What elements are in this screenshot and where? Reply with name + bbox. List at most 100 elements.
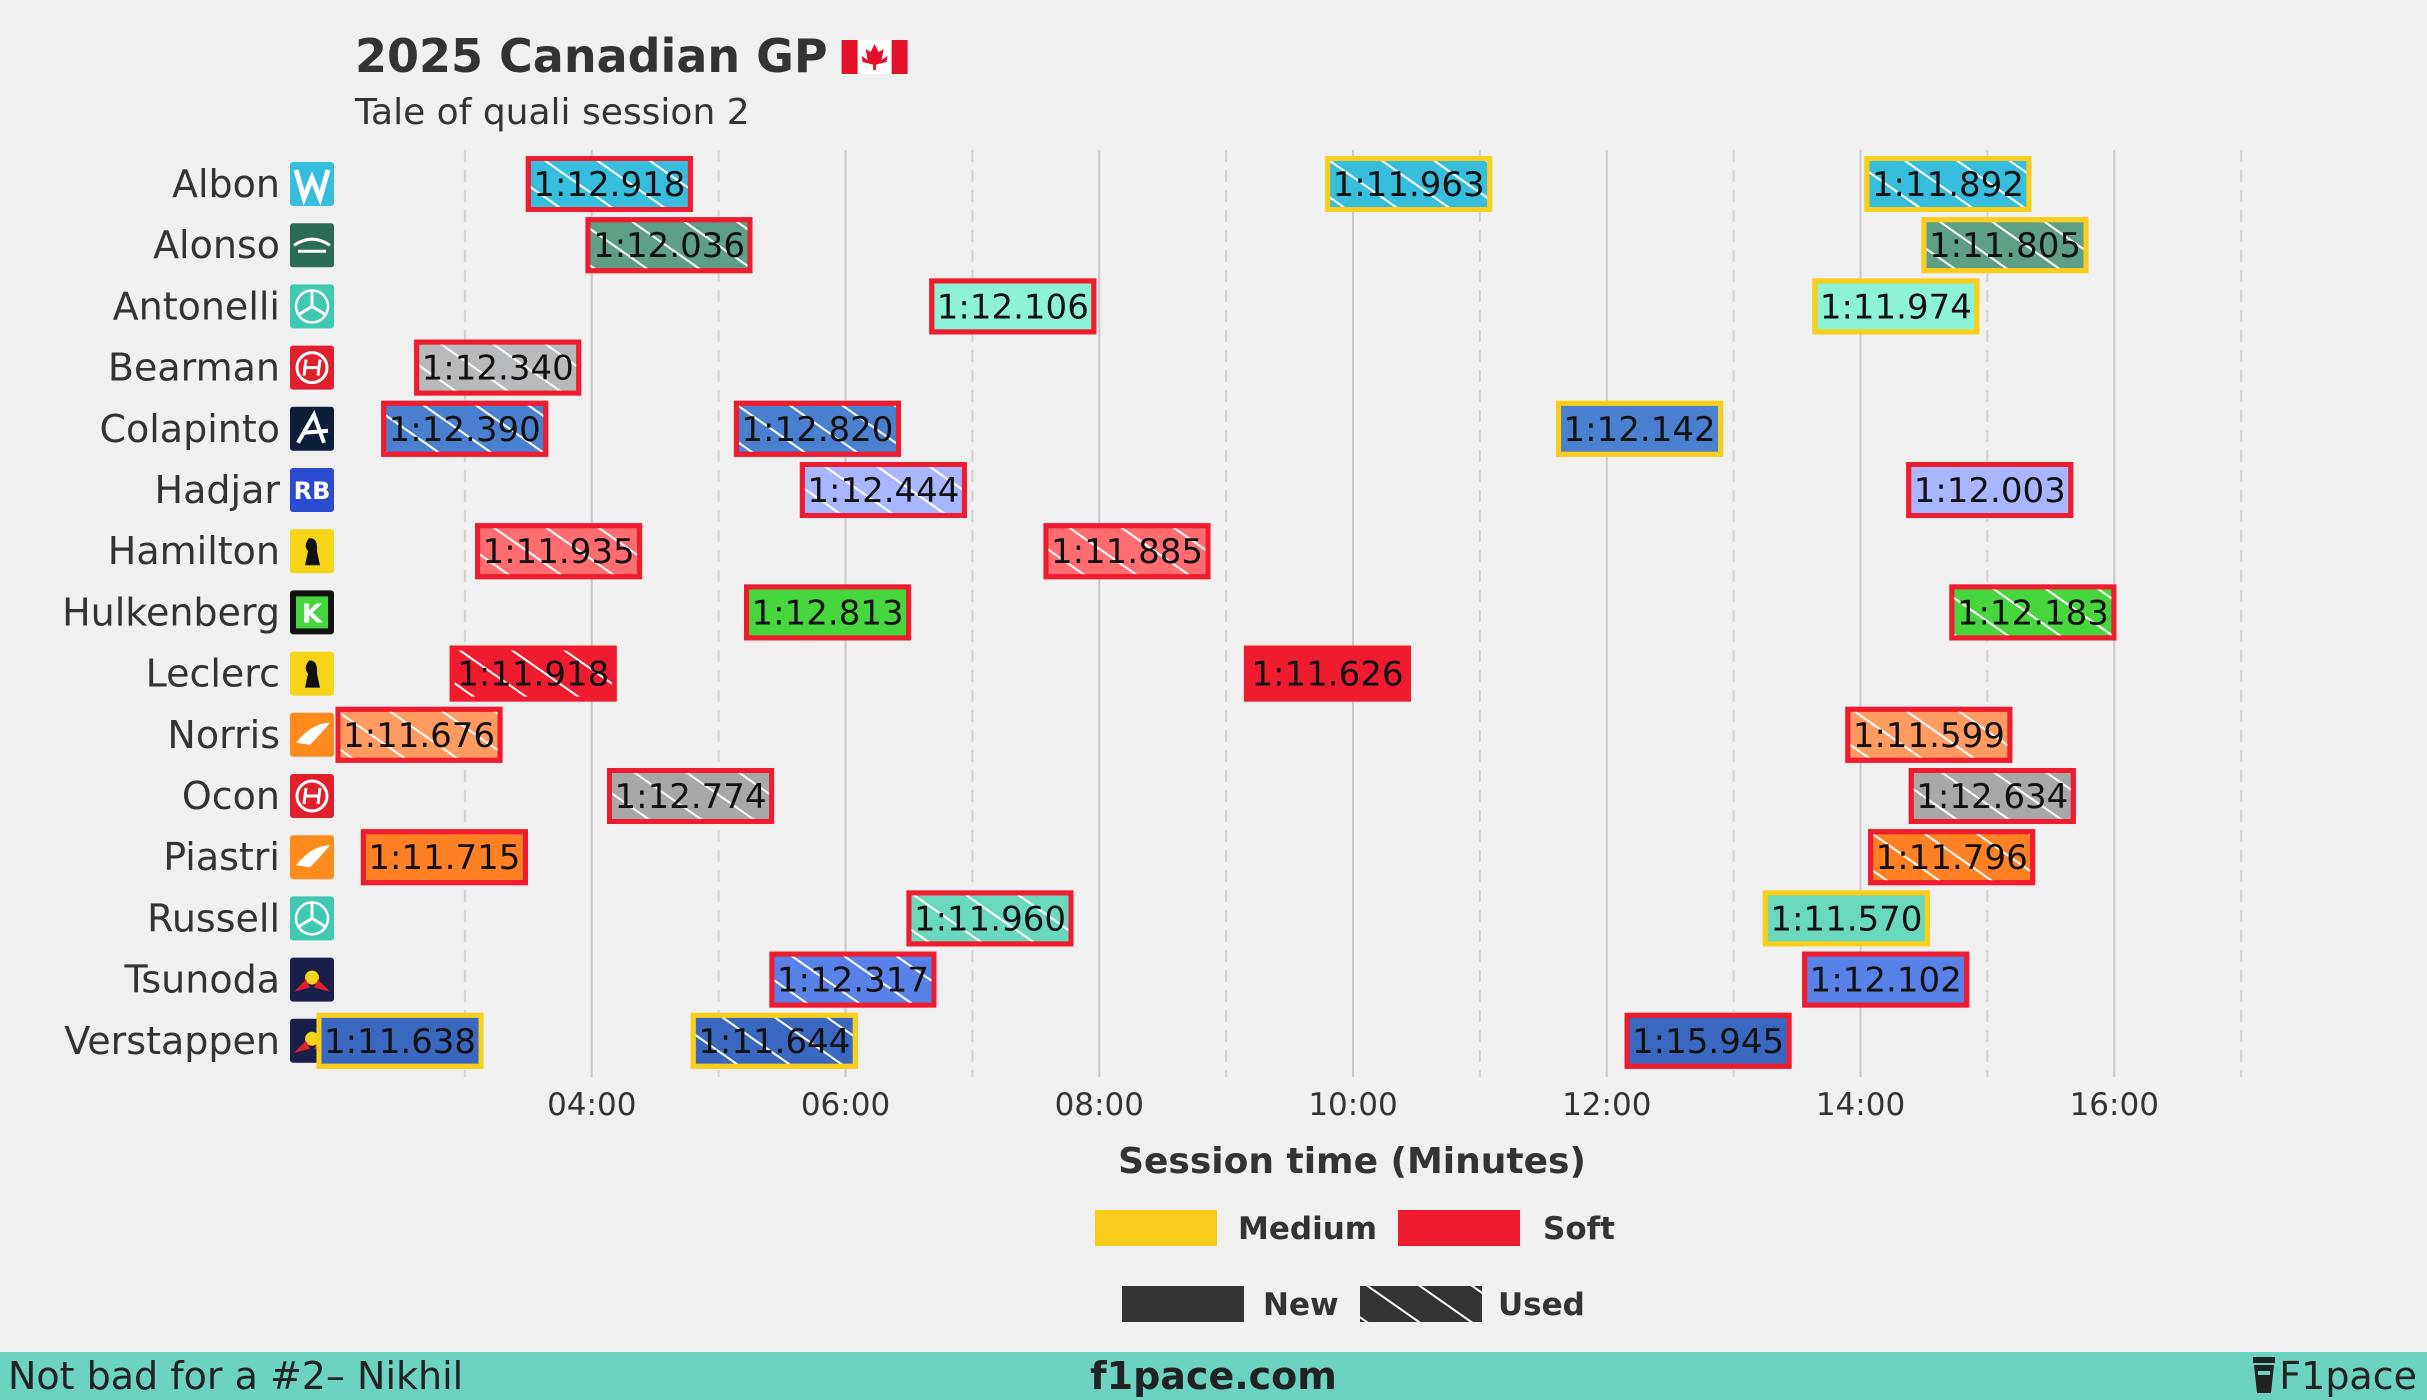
lap-bar: 1:11.626 [1243, 645, 1411, 702]
lap-bar: 1:12.317 [769, 951, 937, 1008]
compound-border [1845, 706, 2013, 763]
used-tyre-hatch [1911, 770, 2074, 822]
driver-name: Ocon [182, 774, 280, 818]
footer-site-link[interactable]: f1pace.com [1090, 1354, 1337, 1398]
lap-time-label: 1:12.820 [741, 410, 893, 450]
driver-row: Colapinto 1:12.390 1:12.820 1:12.142 [99, 400, 1724, 457]
lap-bar: 1:12.774 [607, 768, 775, 824]
racing-bulls-logo-icon: RB [290, 468, 334, 512]
x-tick-label: 14:00 [1816, 1087, 1905, 1123]
legend-swatch [1122, 1286, 1244, 1322]
lap-bar: 1:11.644 [690, 1012, 858, 1069]
lap-time-label: 1:11.974 [1820, 287, 1972, 327]
x-tick-label: 04:00 [547, 1087, 636, 1123]
lap-bar: 1:12.142 [1556, 400, 1724, 457]
used-tyre-hatch [383, 403, 546, 455]
legend-item-medium: Medium [1095, 1210, 1377, 1247]
used-tyre-hatch [1327, 158, 1490, 210]
lap-time-label: 1:11.892 [1872, 165, 2024, 205]
footer-right-text: F1pace [2279, 1354, 2417, 1398]
legend-item-new: New [1122, 1286, 1339, 1323]
lap-bar: 1:11.676 [335, 706, 503, 763]
cup-icon [2253, 1357, 2276, 1393]
lap-time-label: 1:12.340 [422, 349, 574, 389]
compound-border [733, 400, 901, 457]
used-tyre-hatch [477, 525, 640, 577]
lap-bar: 1:12.390 [381, 400, 549, 457]
alpine-logo-icon [290, 406, 334, 451]
svg-text:RB: RB [294, 477, 331, 505]
lap-bar: 1:12.634 [1908, 768, 2076, 824]
driver-row: Tsunoda 1:12.317 1:12.102 [123, 951, 1970, 1008]
x-tick-label: 16:00 [2070, 1087, 2159, 1123]
x-axis-ticks: 04:00 06:00 08:00 10:00 12:00 14:00 16:00 [547, 1087, 2159, 1123]
x-tick-label: 08:00 [1055, 1087, 1144, 1123]
compound-border [1556, 400, 1724, 457]
lap-time-label: 1:12.918 [533, 165, 685, 205]
compound-border [316, 1012, 484, 1069]
used-tyre-hatch [416, 342, 579, 394]
used-tyre-hatch [771, 954, 934, 1006]
lap-bar: 1:12.183 [1949, 584, 2117, 641]
used-tyre-hatch [693, 1015, 856, 1067]
lap-time-label: 1:11.805 [1929, 226, 2081, 266]
driver-name: Hamilton [108, 529, 280, 573]
compound-border [690, 1012, 858, 1069]
legend-label: Medium [1238, 1211, 1377, 1247]
used-tyre-hatch [338, 709, 501, 761]
lap-time-label: 1:12.106 [937, 287, 1089, 327]
driver-name: Antonelli [113, 284, 280, 328]
compound-border [525, 156, 693, 212]
lap-time-label: 1:11.935 [483, 532, 635, 572]
ferrari-logo-icon [290, 529, 334, 574]
driver-row: Albon 1:12.918 1:11.963 1:11.892 [172, 156, 2032, 212]
chart-title: 2025 Canadian GP [355, 29, 828, 83]
lap-bar: 1:11.599 [1845, 706, 2013, 763]
mclaren-logo-icon [290, 835, 334, 880]
driver-row: Norris 1:11.676 1:11.599 [167, 706, 2013, 763]
lap-bar: 1:12.918 [525, 156, 693, 212]
compound-border [744, 584, 912, 641]
lap-bar: 1:12.106 [929, 278, 1097, 335]
compound-border [381, 400, 549, 457]
driver-name: Hulkenberg [62, 590, 280, 634]
used-tyre-hatch [528, 158, 691, 210]
lap-time-label: 1:11.638 [324, 1022, 476, 1062]
lap-bar: 1:11.638 [316, 1012, 484, 1069]
red-bull-logo-icon [290, 957, 334, 1002]
lap-time-label: 1:11.676 [343, 716, 495, 756]
compound-border [335, 706, 503, 763]
lap-time-label: 1:11.960 [914, 899, 1066, 939]
used-tyre-hatch [908, 892, 1071, 944]
lap-bar: 1:11.570 [1762, 890, 1930, 947]
legend-swatch [1095, 1210, 1217, 1246]
footer-left-text: Not bad for a #2– Nikhil [8, 1354, 464, 1398]
compound-border [799, 462, 967, 518]
mclaren-logo-icon [290, 712, 334, 757]
driver-name: Russell [147, 896, 280, 940]
aston-martin-logo-icon [290, 223, 334, 268]
driver-name: Leclerc [146, 652, 280, 696]
driver-row: Hulkenberg K 1:12.813 1:12.183 [62, 584, 2117, 641]
compound-border [1762, 890, 1930, 947]
lap-time-label: 1:11.963 [1333, 165, 1485, 205]
compound-border [929, 278, 1097, 335]
compound-border [607, 768, 775, 824]
lap-time-label: 1:12.390 [389, 410, 541, 450]
legend-label: Used [1498, 1287, 1585, 1323]
williams-logo-icon [290, 162, 334, 206]
lap-time-label: 1:12.102 [1810, 961, 1962, 1001]
svg-text:K: K [302, 599, 323, 629]
compound-border [1908, 768, 2076, 824]
footer-brand: F1pace [2249, 1352, 2417, 1400]
legend-item-soft: Soft [1398, 1210, 1615, 1247]
driver-rows: Albon 1:12.918 1:11.963 1:11.892 Alonso 1:12.… [62, 156, 2117, 1069]
compound-border [1802, 951, 1970, 1008]
legend-item-used: Used [1360, 1286, 1585, 1323]
driver-row: Hadjar RB 1:12.444 1:12.003 [155, 462, 2074, 518]
used-tyre-hatch [1923, 219, 2086, 271]
driver-row: Antonelli 1:12.106 1:11.974 [113, 278, 1980, 335]
compound-border [1868, 829, 2036, 886]
sauber-logo-icon: K [290, 590, 334, 635]
lap-time-label: 1:11.644 [698, 1022, 850, 1062]
